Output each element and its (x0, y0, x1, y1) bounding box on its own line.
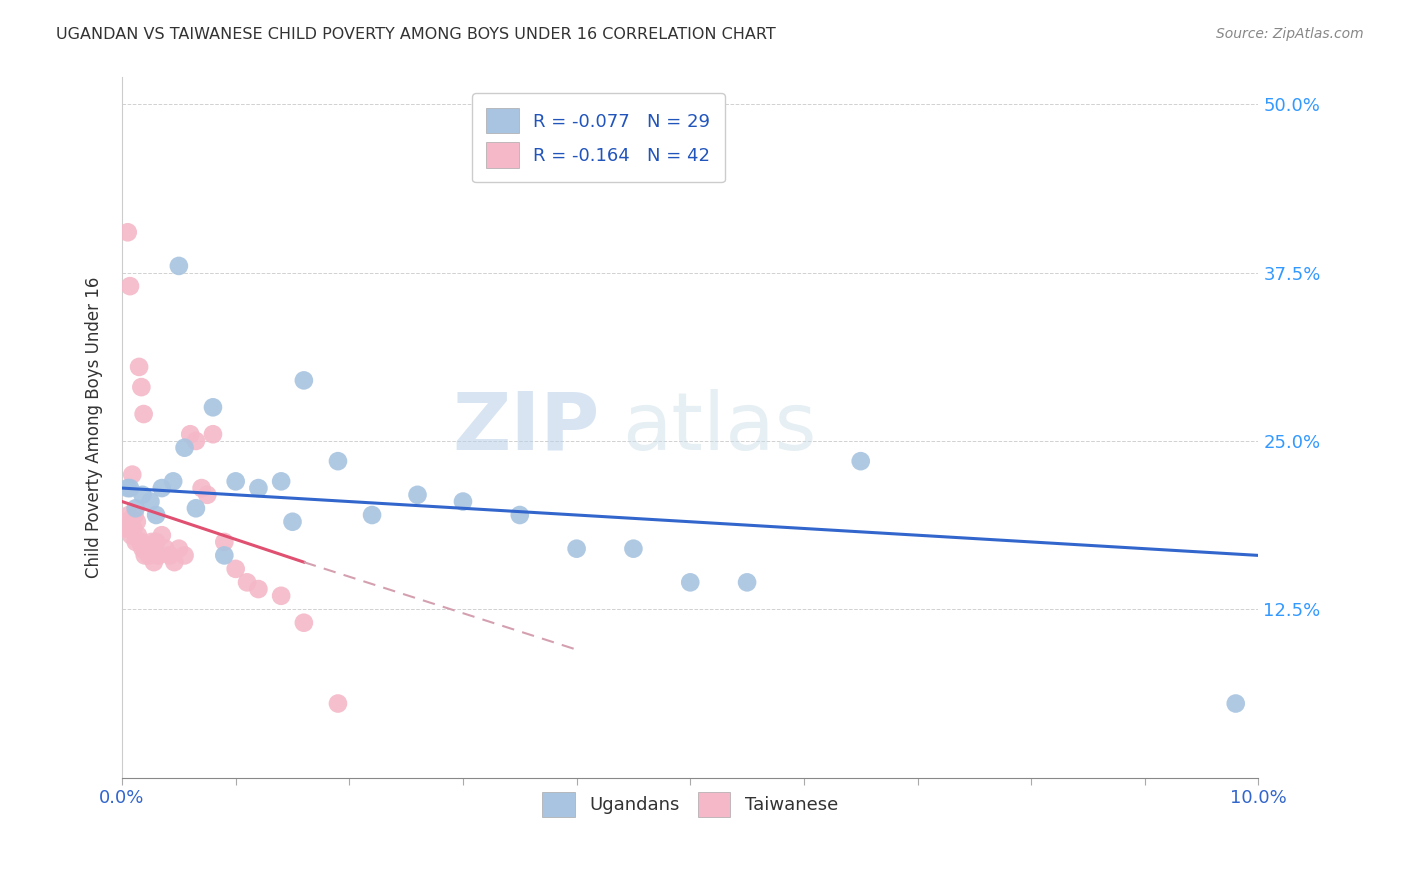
Point (124, 508, 146, 522)
Point (214, 549, 236, 563)
Point (247, 582, 270, 596)
Point (155, 541, 177, 556)
Point (138, 549, 160, 563)
Point (292, 373, 315, 387)
Point (125, 501, 148, 516)
Text: UGANDAN VS TAIWANESE CHILD POVERTY AMONG BOYS UNDER 16 CORRELATION CHART: UGANDAN VS TAIWANESE CHILD POVERTY AMONG… (56, 27, 776, 42)
Point (326, 454, 349, 468)
Point (201, 427, 224, 442)
Point (406, 488, 429, 502)
Point (136, 541, 159, 556)
Point (201, 401, 224, 415)
Point (139, 494, 162, 508)
Point (679, 575, 702, 590)
Point (159, 549, 181, 563)
Point (128, 359, 150, 374)
Point (131, 380, 153, 394)
Point (118, 279, 141, 293)
Point (134, 549, 156, 563)
Y-axis label: Child Poverty Among Boys Under 16: Child Poverty Among Boys Under 16 (86, 277, 103, 578)
Point (179, 427, 201, 442)
Point (270, 589, 292, 603)
Point (150, 528, 173, 542)
Legend: Ugandans, Taiwanese: Ugandans, Taiwanese (536, 785, 845, 824)
Point (361, 508, 384, 522)
Point (145, 508, 167, 522)
Point (131, 541, 153, 556)
Point (281, 515, 304, 529)
Point (270, 475, 292, 489)
Text: ZIP: ZIP (453, 389, 599, 467)
Point (115, 521, 138, 535)
Point (131, 488, 153, 502)
Point (167, 259, 190, 273)
Point (129, 535, 152, 549)
Point (225, 475, 247, 489)
Point (214, 535, 236, 549)
Point (112, 515, 135, 529)
Point (623, 541, 645, 556)
Point (120, 528, 142, 542)
Point (184, 501, 207, 516)
Point (125, 535, 148, 549)
Text: atlas: atlas (621, 389, 817, 467)
Point (117, 481, 139, 495)
Point (735, 575, 758, 590)
Point (195, 488, 218, 502)
Point (148, 549, 170, 563)
Point (162, 475, 184, 489)
Point (292, 615, 315, 630)
Point (122, 521, 145, 535)
Point (150, 481, 173, 495)
Point (167, 541, 190, 556)
Point (247, 481, 270, 495)
Text: Source: ZipAtlas.com: Source: ZipAtlas.com (1216, 27, 1364, 41)
Point (121, 467, 143, 482)
Point (173, 441, 195, 455)
Point (145, 535, 167, 549)
Point (125, 515, 148, 529)
Point (849, 454, 872, 468)
Point (118, 508, 141, 522)
Point (509, 508, 531, 522)
Point (225, 562, 247, 576)
Point (190, 481, 212, 495)
Point (141, 535, 163, 549)
Point (326, 697, 349, 711)
Point (451, 494, 474, 508)
Point (132, 407, 155, 421)
Point (565, 541, 588, 556)
Point (1225, 697, 1247, 711)
Point (127, 528, 149, 542)
Point (173, 549, 195, 563)
Point (184, 434, 207, 448)
Point (117, 225, 139, 239)
Point (142, 555, 165, 569)
Point (163, 555, 186, 569)
Point (236, 575, 259, 590)
Point (118, 481, 141, 495)
